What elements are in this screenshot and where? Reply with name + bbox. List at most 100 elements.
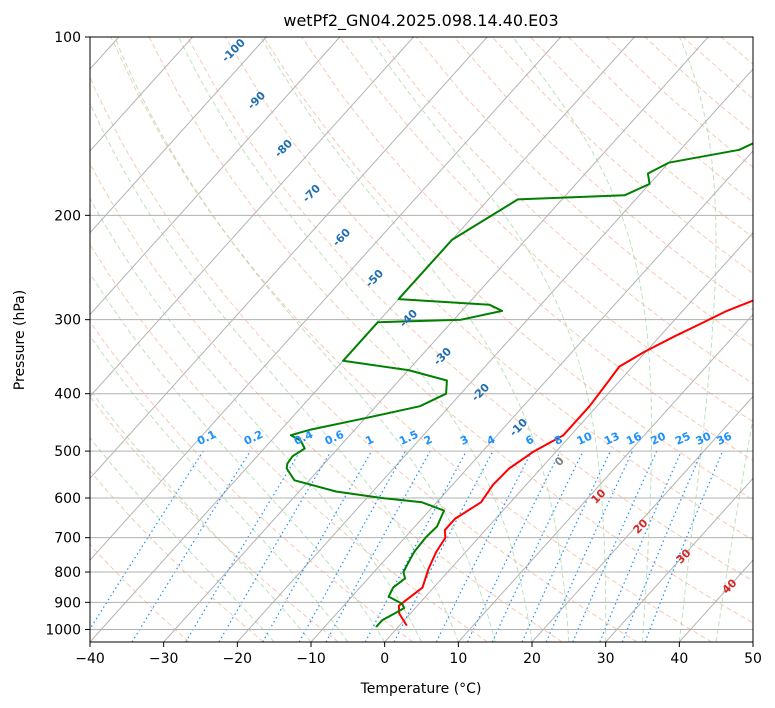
y-tick-label: 100 (54, 30, 81, 46)
temperature-line (397, 299, 753, 627)
mixing-ratio-line (262, 450, 373, 642)
mixing-ratio-line (364, 450, 467, 642)
dewpoint-line (285, 142, 753, 628)
dry-adiabat-label: -90 (245, 89, 268, 112)
mixing-ratio-label: 13 (602, 430, 621, 448)
mixing-ratio-line (90, 450, 204, 631)
mixing-ratio-label: 3 (458, 433, 470, 448)
isotherm (90, 37, 562, 561)
dry-adiabat (415, 37, 753, 347)
dry-adiabat (568, 37, 753, 203)
moist-adiabat (512, 37, 653, 642)
mixing-ratio-label: 0.6 (323, 428, 346, 448)
y-tick-label: 900 (54, 595, 81, 611)
dry-adiabat-label: -80 (272, 137, 295, 160)
dry-adiabat (759, 37, 775, 642)
moist-adiabat (90, 197, 422, 642)
mixing-ratio-label: 0.2 (242, 428, 265, 448)
mixing-ratio-label: 16 (624, 429, 644, 447)
background-lines (90, 37, 775, 642)
moist-adiabat (90, 334, 349, 642)
x-tick-label: 0 (380, 651, 389, 667)
mixing-ratio-line (131, 450, 251, 642)
isotherm (90, 37, 193, 152)
dry-adiabat (301, 37, 753, 462)
moist-adiabat (368, 37, 607, 642)
mixing-ratio-label: 10 (575, 429, 595, 447)
y-axis-label: Pressure (hPa) (12, 290, 28, 390)
dry-adiabat (90, 543, 190, 642)
moist-adiabat (90, 272, 386, 642)
x-tick-label: −40 (75, 651, 105, 667)
x-tick-label: 40 (670, 651, 688, 667)
moist-adiabat (260, 37, 570, 642)
mixing-ratio-label: 30 (694, 429, 714, 447)
dry-adiabat-label: -70 (300, 182, 323, 205)
moist-adiabat (678, 37, 717, 642)
mixing-ratio-line (435, 450, 533, 642)
isotherm (752, 641, 753, 642)
mixing-ratio-line (521, 450, 611, 642)
dry-adiabat (530, 37, 753, 239)
mixing-ratio-label: 36 (714, 429, 734, 447)
y-tick-label: 800 (54, 565, 81, 581)
dry-adiabat-label: -60 (330, 226, 353, 249)
isotherm (163, 37, 709, 642)
plot-frame (89, 36, 754, 643)
x-tick-label: −10 (296, 651, 326, 667)
mixing-ratio-label: 0.1 (195, 428, 218, 448)
mixing-ratio-line (545, 450, 634, 642)
isotherm (384, 232, 753, 642)
profile-lines (285, 142, 753, 628)
x-tick-label: 20 (523, 651, 541, 667)
moist-adiabat (114, 37, 496, 642)
dry-adiabat-label: -100 (219, 36, 248, 65)
y-tick-label: 600 (54, 491, 81, 507)
dry-adiabat (186, 37, 753, 582)
dry-adiabat (453, 37, 753, 311)
isotherm (90, 37, 488, 480)
dry-adiabat (720, 37, 753, 65)
dry-adiabat (682, 37, 753, 100)
x-tick-label: −20 (223, 651, 253, 667)
y-tick-label: 700 (54, 531, 81, 547)
x-tick-label: 10 (449, 651, 467, 667)
mixing-ratio-label: 6 (524, 433, 537, 448)
moist-adiabat (715, 415, 753, 642)
isotherm (310, 150, 753, 642)
mixing-ratio-label: 1 (363, 433, 375, 448)
mixing-ratio-line (298, 450, 406, 642)
moist-adiabat (178, 37, 533, 642)
mixing-ratio-label: 25 (673, 430, 692, 448)
dry-adiabat (263, 37, 753, 501)
mixing-ratio-line (325, 450, 431, 642)
isotherm (90, 37, 341, 316)
y-tick-label: 1000 (45, 622, 81, 638)
chart-title: wetPf2_GN04.2025.098.14.40.E03 (283, 11, 558, 31)
moist-adiabat (90, 388, 312, 642)
isotherm (457, 313, 753, 642)
y-tick-label: 300 (54, 313, 81, 329)
dry-adiabat (90, 320, 414, 642)
isotherm (678, 559, 753, 642)
dry-adiabat (90, 162, 563, 642)
x-tick-label: 30 (597, 651, 615, 667)
mixing-ratio-label: 20 (649, 429, 669, 447)
moist-adiabat (90, 102, 459, 642)
isotherm (90, 37, 267, 234)
isotherm (531, 395, 753, 642)
y-tick-label: 400 (54, 387, 81, 403)
mixing-ratio-label: 2 (422, 433, 434, 448)
dry-adiabat (606, 37, 753, 168)
x-axis-label: Temperature (°C) (360, 681, 482, 697)
dry-adiabat-label: -40 (397, 307, 420, 330)
mixing-ratio-line (218, 450, 332, 642)
dry-adiabat (224, 37, 753, 541)
dry-adiabat-label: 0 (552, 454, 567, 469)
dry-adiabat (90, 470, 264, 642)
mixing-ratio-label: 4 (485, 433, 498, 448)
dry-adiabat-label: 20 (631, 516, 651, 536)
x-tick-label: −30 (149, 651, 179, 667)
pressure-gridlines (90, 37, 753, 630)
